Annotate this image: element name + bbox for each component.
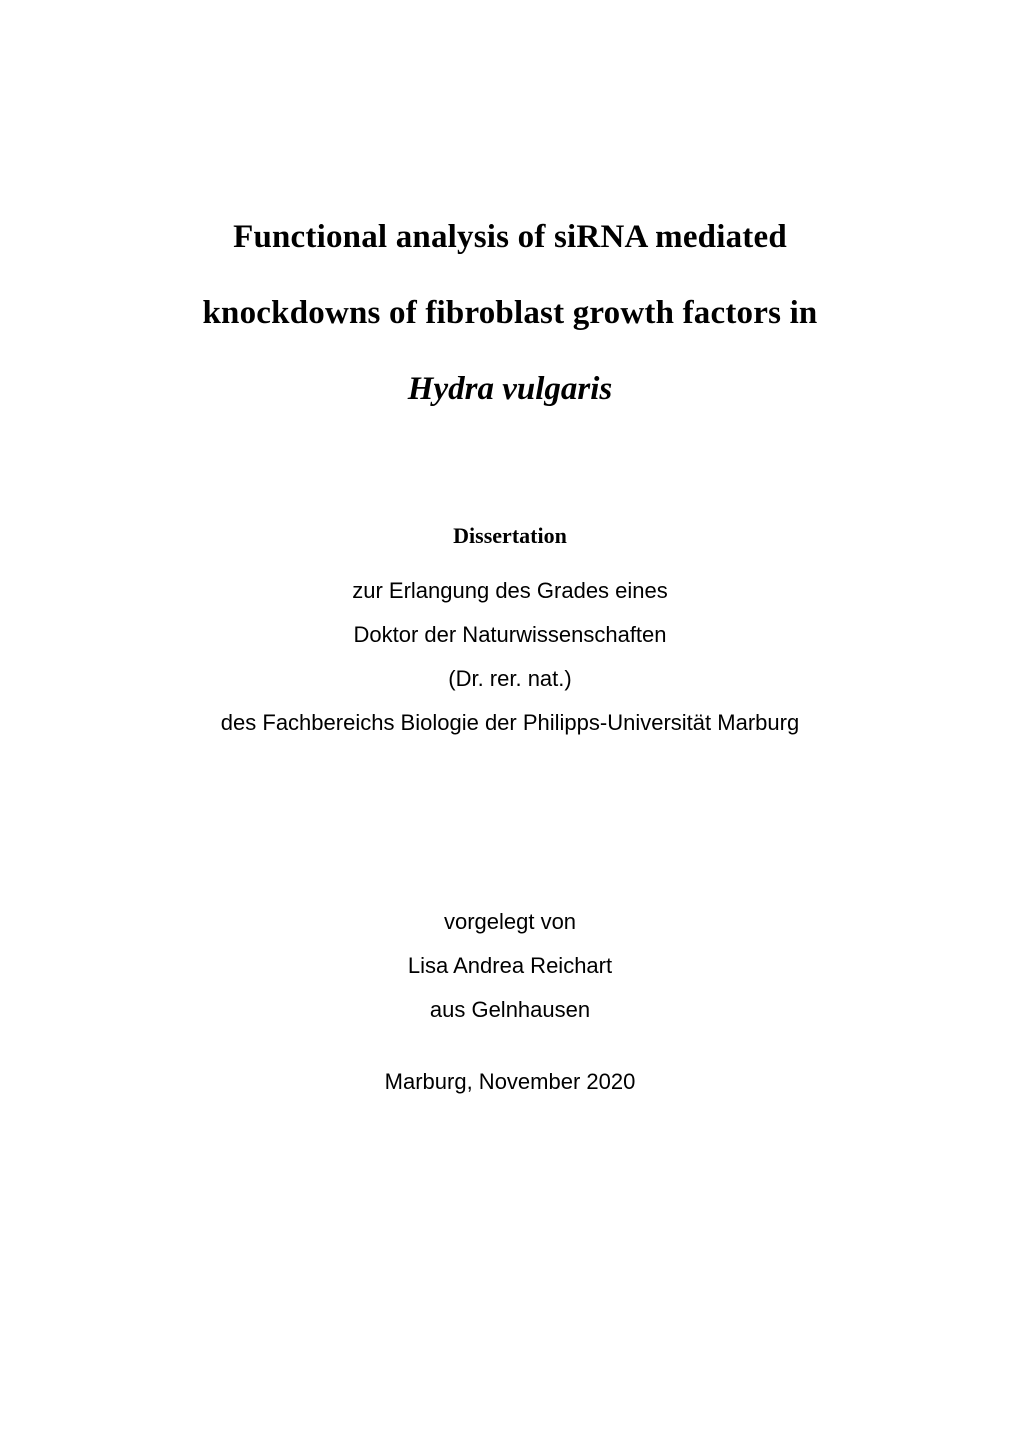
- title-page: Functional analysis of siRNA mediated kn…: [0, 0, 1020, 1442]
- dissertation-label: Dissertation: [453, 523, 567, 549]
- dissertation-line-1: zur Erlangung des Grades eines: [352, 569, 668, 613]
- author-origin: aus Gelnhausen: [430, 988, 590, 1032]
- dissertation-line-3: (Dr. rer. nat.): [448, 657, 571, 701]
- thesis-title-block: Functional analysis of siRNA mediated kn…: [110, 200, 910, 428]
- dissertation-line-4: des Fachbereichs Biologie der Philipps-U…: [221, 701, 799, 745]
- author-name: Lisa Andrea Reichart: [408, 944, 612, 988]
- title-line-3-species: Hydra vulgaris: [110, 352, 910, 428]
- dissertation-line-2: Doktor der Naturwissenschaften: [353, 613, 666, 657]
- title-line-2: knockdowns of fibroblast growth factors …: [110, 276, 910, 352]
- submitted-by-label: vorgelegt von: [444, 900, 576, 944]
- place-date: Marburg, November 2020: [385, 1060, 636, 1104]
- title-line-1: Functional analysis of siRNA mediated: [110, 200, 910, 276]
